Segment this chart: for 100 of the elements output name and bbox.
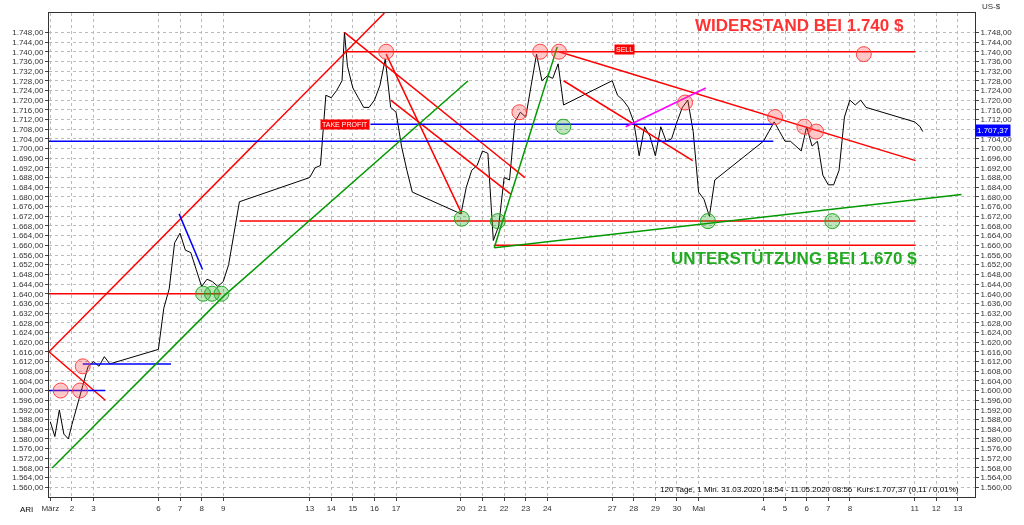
y-tick-label: 1.596,00 [12, 396, 44, 405]
y2-tick-label: 1.596,00 [980, 396, 1013, 405]
y-tick-label: 1.728,00 [12, 76, 44, 86]
y2-tick-label: 1.632,00 [980, 308, 1013, 318]
y-tick-label: 1.656,00 [12, 250, 44, 260]
y2-tick-label: 1.700,00 [980, 144, 1013, 154]
y-tick-label: 1.604,00 [12, 376, 44, 386]
y-tick-label: 1.664,00 [12, 231, 44, 241]
y2-tick-label: 1.572,00 [980, 454, 1013, 464]
y-tick-label: 1.688,00 [12, 173, 44, 183]
x-tick-label: Mai [692, 503, 706, 513]
y-tick-label: 1.572,00 [12, 454, 44, 464]
x-tick-label: 13 [305, 503, 315, 513]
x-tick-label: 12 [931, 503, 942, 513]
y-tick-label: 1.680,00 [12, 192, 44, 202]
y2-tick-label: 1.676,00 [980, 202, 1013, 212]
y2-tick-label: 1.576,00 [980, 444, 1013, 454]
y-tick-label: 1.564,00 [12, 473, 44, 483]
x-tick-label: 17 [391, 503, 402, 513]
y2-tick-label: 1.644,00 [980, 279, 1013, 289]
y-tick-label: 1.704,00 [12, 134, 44, 144]
y-tick-label: 1.568,00 [12, 463, 44, 473]
y-tick-label: 1.640,00 [12, 289, 44, 299]
y2-tick-label: 1.612,00 [980, 357, 1013, 367]
y2-tick-label: 1.604,00 [980, 376, 1013, 386]
y2-tick-label: 1.696,00 [980, 154, 1013, 163]
y2-tick-label: 1.568,00 [980, 463, 1013, 473]
y-tick-label: 1.608,00 [12, 366, 44, 376]
y2-tick-label: 1.628,00 [980, 318, 1013, 328]
y2-tick-label: 1.656,00 [980, 250, 1013, 260]
y2-tick-label: 1.724,00 [980, 86, 1013, 96]
y-tick-label: 1.744,00 [12, 37, 44, 47]
text: 1.707,37 [977, 126, 1009, 135]
y2-tick-label: 1.712,00 [980, 115, 1013, 125]
y-tick-label: 1.624,00 [12, 328, 44, 338]
y-tick-label: 1.660,00 [12, 241, 44, 251]
y-tick-label: 1.672,00 [12, 212, 44, 222]
x-tick-label: 8 [847, 503, 853, 513]
y-tick-label: 1.636,00 [12, 299, 44, 309]
x-tick-label: 5 [782, 503, 788, 513]
y2-tick-label: 1.728,00 [980, 76, 1013, 86]
x-tick-label: 30 [672, 503, 682, 513]
y-tick-label: 1.748,00 [12, 28, 44, 38]
x-tick-label: 9 [220, 503, 226, 513]
x-tick-label: 6 [156, 503, 162, 513]
y2-tick-label: 1.748,00 [980, 28, 1013, 38]
x-tick-label: 3 [91, 503, 97, 513]
y-tick-label: 1.628,00 [12, 318, 44, 328]
y2-tick-label: 1.720,00 [980, 95, 1013, 105]
x-tick-label: 29 [650, 503, 661, 513]
y-tick-label: 1.588,00 [12, 415, 44, 425]
y-tick-label: 1.580,00 [12, 434, 44, 444]
text: ARI [20, 505, 34, 514]
y2-tick-label: 1.716,00 [980, 105, 1013, 115]
y2-tick-label: 1.668,00 [980, 221, 1013, 231]
y-tick-label: 1.668,00 [12, 221, 44, 231]
x-tick-label: 22 [499, 503, 510, 513]
x-tick-label: 8 [199, 503, 205, 513]
y2-tick-label: 1.664,00 [980, 231, 1013, 241]
x-tick-label: 21 [478, 503, 488, 513]
y2-tick-label: 1.680,00 [980, 192, 1013, 202]
y-tick-label: 1.632,00 [12, 308, 44, 318]
y2-tick-label: 1.704,00 [980, 134, 1013, 144]
y2-tick-label: 1.620,00 [980, 337, 1013, 347]
y-tick-label: 1.736,00 [12, 57, 44, 67]
x-tick-label: 15 [348, 503, 358, 513]
y-tick-label: 1.708,00 [12, 124, 44, 134]
x-tick-label: 2 [69, 503, 75, 513]
x-tick-label: 7 [177, 503, 183, 513]
y2-tick-label: 1.584,00 [980, 425, 1013, 435]
x-tick-label: 16 [370, 503, 380, 513]
y-tick-label: 1.740,00 [12, 47, 44, 57]
y2-tick-label: 1.560,00 [980, 483, 1013, 493]
y-tick-label: 1.584,00 [12, 425, 44, 435]
x-tick-label: 24 [542, 503, 553, 513]
x-tick-label: 6 [804, 503, 810, 513]
y-tick-label: 1.652,00 [12, 260, 44, 270]
y2-tick-label: 1.732,00 [980, 66, 1013, 76]
x-tick-label: 11 [910, 503, 920, 513]
y2-tick-label: 1.588,00 [980, 415, 1013, 425]
y2-tick-label: 1.636,00 [980, 299, 1013, 309]
annotation: 120 Tage, 1 Min. 31.03.2020 18:54 - 11.05.2020 08:56 Kurs:1.707,37 (0,11 / 0,01%) [660, 485, 959, 494]
x-tick-label: 14 [326, 503, 337, 513]
y2-tick-label: 1.672,00 [980, 212, 1013, 222]
y2-tick-label: 1.600,00 [980, 386, 1013, 396]
y-tick-label: 1.696,00 [12, 154, 44, 163]
y2-tick-label: 1.652,00 [980, 260, 1013, 270]
x-tick-label: März [41, 503, 60, 513]
y-tick-label: 1.612,00 [12, 357, 44, 367]
annotation: UNTERSTÜTZUNG BEI 1.670 $ [671, 249, 918, 268]
y-tick-label: 1.732,00 [12, 66, 44, 76]
y-tick-label: 1.648,00 [12, 270, 44, 280]
y2-tick-label: 1.684,00 [980, 183, 1013, 193]
y2-tick-label: 1.580,00 [980, 434, 1013, 444]
y2-tick-label: 1.740,00 [980, 47, 1013, 57]
y-tick-label: 1.700,00 [12, 144, 44, 154]
x-tick-label: 4 [761, 503, 767, 513]
x-tick-label: 23 [521, 503, 531, 513]
y2-tick-label: 1.608,00 [980, 366, 1013, 376]
y2-tick-label: 1.736,00 [980, 57, 1013, 67]
